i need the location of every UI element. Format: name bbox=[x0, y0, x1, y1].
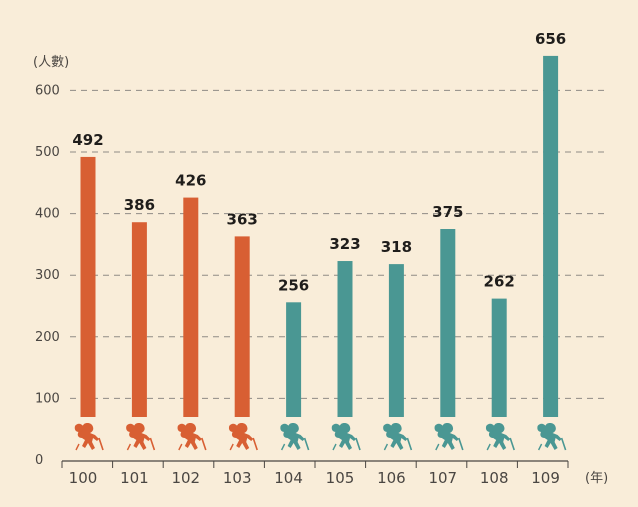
y-axis-label: (人數) bbox=[33, 55, 69, 70]
data-label: 386 bbox=[124, 196, 155, 214]
data-label: 363 bbox=[227, 210, 258, 228]
hiker-icon bbox=[434, 423, 464, 451]
y-tick-label: 200 bbox=[35, 330, 60, 345]
data-label: 426 bbox=[175, 172, 206, 190]
x-tick-label: 106 bbox=[377, 469, 406, 487]
data-label: 492 bbox=[72, 131, 103, 149]
bar-109 bbox=[543, 55, 559, 418]
x-tick-label: 105 bbox=[326, 469, 355, 487]
data-label: 323 bbox=[329, 235, 360, 253]
y-tick-label: 300 bbox=[35, 268, 60, 283]
y-tick-label: 400 bbox=[35, 207, 60, 222]
bar-108 bbox=[491, 298, 507, 417]
x-tick-label: 104 bbox=[274, 469, 303, 487]
x-tick-label: 102 bbox=[171, 469, 200, 487]
data-label: 256 bbox=[278, 276, 309, 294]
hiker-icon bbox=[228, 423, 258, 451]
y-axis-ticks: 0 100 200 300 400 500 600 bbox=[35, 83, 60, 468]
hiker-icon bbox=[126, 423, 156, 451]
y-tick-label: 500 bbox=[35, 145, 60, 160]
data-label: 262 bbox=[484, 273, 515, 291]
bar-106 bbox=[388, 264, 404, 417]
bar-101 bbox=[131, 222, 147, 417]
bars bbox=[80, 55, 559, 418]
bar-100 bbox=[80, 156, 96, 418]
x-tick-label: 107 bbox=[428, 469, 457, 487]
data-label: 656 bbox=[535, 30, 566, 48]
gridlines bbox=[70, 89, 604, 399]
hiker-icon bbox=[537, 423, 567, 451]
x-axis: 100 101 102 103 104 105 106 107 108 109 bbox=[61, 460, 569, 487]
bar-107 bbox=[440, 229, 456, 417]
bar-103 bbox=[234, 236, 250, 417]
x-tick-label: 101 bbox=[120, 469, 149, 487]
y-tick-label: 100 bbox=[35, 391, 60, 406]
bar-icons bbox=[74, 423, 567, 451]
hiker-icon bbox=[177, 423, 207, 451]
x-axis-label: (年) bbox=[585, 471, 608, 486]
x-tick-label: 108 bbox=[480, 469, 509, 487]
x-tick-label: 109 bbox=[531, 469, 560, 487]
hiker-icon bbox=[331, 423, 361, 451]
bar-102 bbox=[183, 197, 199, 417]
x-tick-label: 100 bbox=[69, 469, 98, 487]
bar-104 bbox=[286, 302, 302, 417]
data-labels: 492 386 426 363 256 323 318 375 262 656 bbox=[72, 30, 566, 294]
data-label: 375 bbox=[432, 203, 463, 221]
hiker-icon bbox=[280, 423, 310, 451]
hiker-icon bbox=[74, 423, 104, 451]
y-tick-label: 0 bbox=[35, 453, 43, 468]
x-tick-label: 103 bbox=[223, 469, 252, 487]
y-tick-label: 600 bbox=[35, 83, 60, 98]
bar-105 bbox=[337, 261, 353, 417]
hiker-icon bbox=[383, 423, 413, 451]
hiker-icon bbox=[485, 423, 515, 451]
data-label: 318 bbox=[381, 238, 412, 256]
